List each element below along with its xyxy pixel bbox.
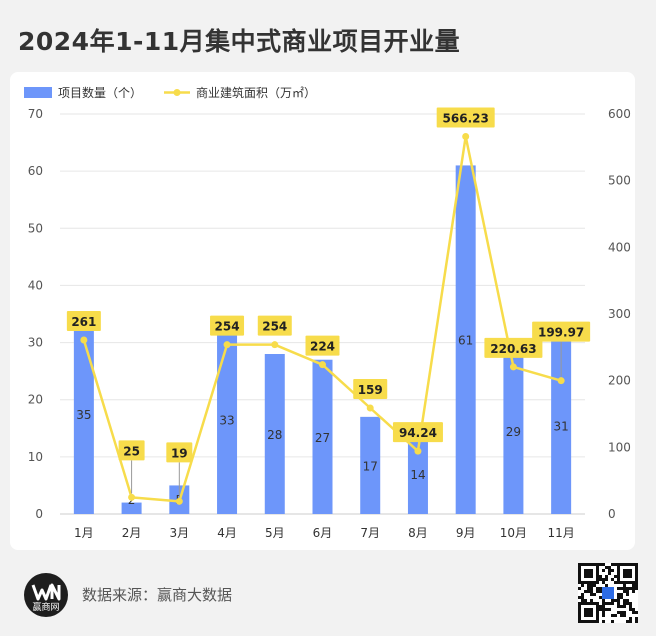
bar [73,314,94,514]
bar [264,354,285,514]
qr-code-icon [578,563,638,623]
x-tick-label: 7月 [360,526,380,540]
line-point [366,404,374,412]
y-right-tick-label: 600 [608,107,631,121]
line-point [128,493,136,501]
bar-value-label: 29 [506,425,521,439]
line-value-label: 199.97 [538,326,584,340]
line-value-label: 254 [215,320,240,334]
legend-bar-swatch [24,87,52,98]
y-left-tick-label: 30 [28,336,43,350]
line-value-label: 261 [71,315,96,329]
y-left-tick-label: 0 [35,507,43,521]
line-value-box [305,335,340,356]
x-tick-label: 10月 [500,526,527,540]
x-tick-label: 4月 [217,526,237,540]
line-point [509,363,517,371]
line-value-label: 220.63 [490,342,536,356]
line-point [80,336,88,344]
y-right-tick-label: 100 [608,440,631,454]
x-tick-label: 1月 [74,526,94,540]
x-tick-label: 11月 [547,526,574,540]
y-left-tick-label: 40 [28,278,43,292]
line-value-box [353,379,388,399]
y-right-tick-label: 200 [608,374,631,388]
bar-value-label: 31 [553,419,568,433]
logo-text: 赢商网 [32,601,59,613]
line-value-label: 19 [171,446,188,460]
x-tick-label: 6月 [313,526,333,540]
bar-value-label: 14 [410,468,425,482]
line-value-box [392,422,443,443]
legend-line-label: 商业建筑面积（万㎡） [196,85,316,100]
y-left-tick-label: 10 [28,450,43,464]
data-source: 数据来源：赢商大数据 [82,586,233,604]
y-right-tick-label: 0 [608,507,616,521]
page-title: 2024年1-11月集中式商业项目开业量 [18,27,461,56]
combo-chart: 0 10 20 30 40 50 60 70 0 100 200 300 400 500 600 项目数量（个… [24,85,631,540]
line-value-box [532,321,591,342]
bar [360,416,381,514]
line-value-box [118,440,145,461]
line-value-box [66,311,101,331]
line-point [462,133,470,141]
x-tick-label: 9月 [456,526,476,540]
bar [407,434,428,514]
y-left-tick-label: 20 [28,393,43,407]
chart-card: 0 10 20 30 40 50 60 70 0 100 200 300 400 500 600 项目数量（个… [10,72,635,550]
y-right-tick-label: 500 [608,174,631,188]
x-tick-label: 8月 [408,526,428,540]
bar [503,348,524,514]
line-value-box [257,315,292,336]
line-point [271,341,279,349]
y-left-tick-label: 70 [28,107,43,121]
y-left-tick-label: 60 [28,164,43,178]
line-value-box [210,315,245,336]
line-value-box [484,337,543,358]
legend-bar-label: 项目数量（个） [58,85,142,100]
bar-value-label: 61 [458,334,473,348]
line-value-label: 25 [123,444,140,458]
line-value-label: 254 [262,320,287,334]
y-left-tick-label: 50 [28,221,43,235]
bar-value-label: 27 [315,431,330,445]
bar-value-label: 33 [219,414,234,428]
line-point [223,341,231,349]
bar [551,336,572,514]
line-value-box [436,107,495,128]
bar [312,359,333,514]
line-point [175,497,183,505]
legend-line-marker [173,89,181,96]
bar-value-label: 35 [76,408,91,422]
line-point [319,361,326,369]
line-point [414,447,422,455]
bar-value-label: 17 [363,459,378,473]
line-value-box [166,442,193,463]
bar-value-label: 28 [267,428,282,442]
bar [121,502,142,514]
x-tick-label: 5月 [265,526,285,540]
bar [217,325,238,514]
line-value-label: 566.23 [443,112,489,126]
y-right-tick-label: 400 [608,240,631,254]
line-value-label: 159 [358,383,383,397]
line-value-label: 224 [310,340,335,354]
x-tick-label: 3月 [169,526,189,540]
x-tick-label: 2月 [122,526,142,540]
winshang-logo: 赢商网 [24,573,68,617]
y-right-tick-label: 300 [608,307,631,321]
bar [455,165,476,514]
line-value-label: 94.24 [399,426,437,440]
logo-mark-icon: 赢商网 [31,583,61,613]
line-point [557,377,565,385]
